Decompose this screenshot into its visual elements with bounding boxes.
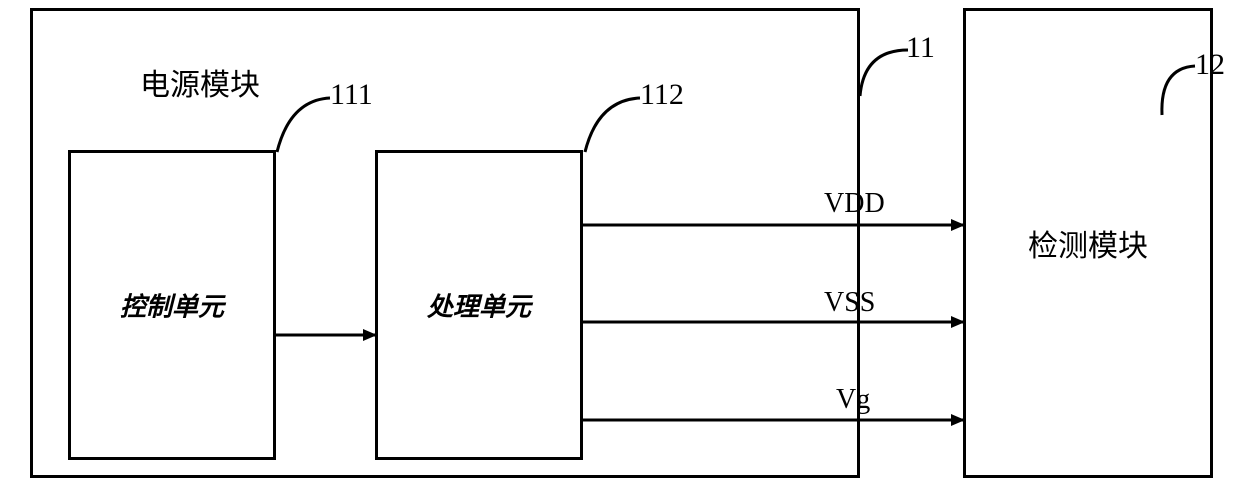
processing-unit-label: 处理单元 xyxy=(378,287,580,324)
diagram-canvas: 电源模块 控制单元 处理单元 检测模块 111 112 11 12 VDD VS… xyxy=(0,0,1239,504)
ref-111: 111 xyxy=(330,78,373,112)
power-module-label: 电源模块 xyxy=(140,60,260,104)
signal-vdd-label: VDD xyxy=(824,188,885,220)
processing-unit-box: 处理单元 xyxy=(375,150,583,460)
detection-module-label: 检测模块 xyxy=(966,221,1210,265)
ref-112: 112 xyxy=(640,78,684,112)
ref-12: 12 xyxy=(1195,48,1225,82)
ref-11: 11 xyxy=(906,31,935,65)
signal-vss-label: VSS xyxy=(824,287,875,319)
callout-11 xyxy=(860,50,908,96)
control-unit-label: 控制单元 xyxy=(71,287,273,324)
detection-module-box: 检测模块 xyxy=(963,8,1213,478)
control-unit-box: 控制单元 xyxy=(68,150,276,460)
signal-vg-label: Vg xyxy=(836,384,870,416)
